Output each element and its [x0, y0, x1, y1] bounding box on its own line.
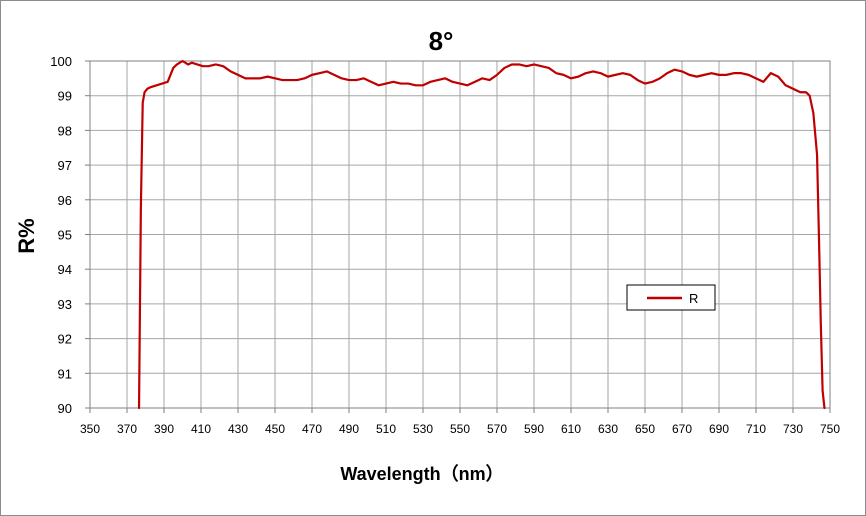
- legend-label-r: R: [689, 291, 698, 306]
- legend: R: [626, 284, 716, 311]
- y-tick-label: 99: [58, 89, 72, 104]
- y-axis-label: R%: [14, 218, 39, 253]
- x-tick-label: 710: [746, 422, 766, 436]
- x-tick-label: 610: [561, 422, 581, 436]
- series-layer: [137, 59, 826, 410]
- x-tick-label: 550: [450, 422, 470, 436]
- x-tick-label: 650: [635, 422, 655, 436]
- x-tick-label: 510: [376, 422, 396, 436]
- y-axis-ticks: 90 91 92 93 94 95 96 97 98 99 100: [50, 54, 90, 416]
- x-axis-label: Wavelength（nm）: [340, 464, 503, 484]
- x-tick-label: 410: [191, 422, 211, 436]
- x-tick-label: 530: [413, 422, 433, 436]
- y-tick-label: 92: [58, 332, 72, 347]
- x-tick-label: 370: [117, 422, 137, 436]
- x-tick-label: 670: [672, 422, 692, 436]
- y-tick-label: 93: [58, 297, 72, 312]
- y-tick-label: 100: [50, 54, 72, 69]
- y-tick-label: 97: [58, 158, 72, 173]
- y-tick-label: 91: [58, 366, 72, 381]
- x-tick-label: 390: [154, 422, 174, 436]
- y-tick-label: 94: [58, 262, 72, 277]
- x-tick-label: 430: [228, 422, 248, 436]
- x-tick-label: 730: [783, 422, 803, 436]
- x-tick-label: 490: [339, 422, 359, 436]
- y-tick-label: 90: [58, 401, 72, 416]
- x-tick-label: 690: [709, 422, 729, 436]
- x-tick-label: 470: [302, 422, 322, 436]
- y-tick-label: 96: [58, 193, 72, 208]
- x-tick-label: 630: [598, 422, 618, 436]
- x-tick-label: 350: [80, 422, 100, 436]
- x-tick-label: 450: [265, 422, 285, 436]
- x-axis-ticks: 350 370 390 410 430 450 470 490 510 530 550 570 590 6…: [80, 408, 840, 436]
- x-tick-label: 570: [487, 422, 507, 436]
- grid-lines: [89, 60, 831, 409]
- chart-title: 8°: [429, 26, 454, 56]
- y-tick-label: 95: [58, 228, 72, 243]
- x-tick-label: 750: [820, 422, 840, 436]
- y-tick-label: 98: [58, 123, 72, 138]
- series-line-r: [137, 59, 826, 410]
- x-tick-label: 590: [524, 422, 544, 436]
